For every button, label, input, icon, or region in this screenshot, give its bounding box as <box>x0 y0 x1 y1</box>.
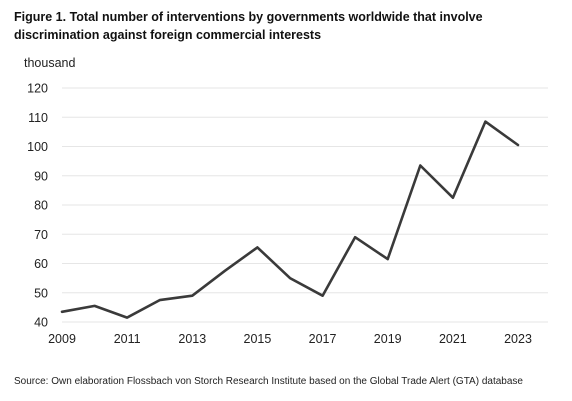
y-tick-label: 40 <box>34 316 48 330</box>
y-tick-label: 50 <box>34 286 48 300</box>
y-tick-label: 120 <box>27 82 48 96</box>
y-tick-label: 100 <box>27 140 48 154</box>
x-tick-label: 2011 <box>114 332 141 346</box>
y-tick-label: 80 <box>34 199 48 213</box>
x-tick-label: 2023 <box>504 332 532 346</box>
y-tick-label: 90 <box>34 169 48 183</box>
y-tick-label: 70 <box>34 228 48 242</box>
x-tick-label: 2017 <box>309 332 337 346</box>
gridlines <box>62 87 548 323</box>
x-axis-ticks: 2009 2011 2013 2015 2017 2019 2021 2023 <box>48 332 532 346</box>
x-tick-label: 2009 <box>48 332 76 346</box>
x-tick-label: 2019 <box>374 332 402 346</box>
x-tick-label: 2013 <box>178 332 206 346</box>
series-line <box>60 120 520 319</box>
x-tick-label: 2021 <box>439 332 467 346</box>
x-tick-label: 2015 <box>244 332 272 346</box>
chart-title: Figure 1. Total number of interventions … <box>14 10 483 42</box>
y-axis-unit-label: thousand <box>24 56 76 70</box>
source-note: Source: Own elaboration Flossbach von St… <box>14 376 523 387</box>
y-tick-label: 110 <box>28 111 48 125</box>
y-axis-ticks: 40 50 60 70 80 90 100 110 120 <box>27 82 48 330</box>
y-tick-label: 60 <box>34 257 48 271</box>
